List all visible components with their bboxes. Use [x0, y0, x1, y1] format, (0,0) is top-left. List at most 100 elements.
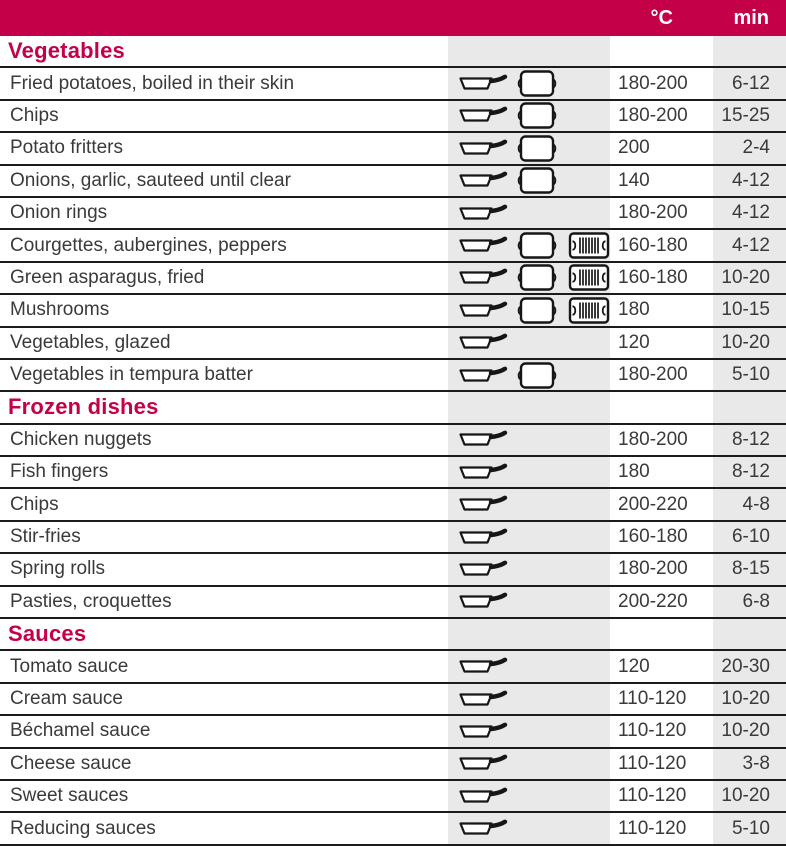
pan-icon	[458, 333, 508, 352]
cookware-icons	[448, 68, 610, 98]
dish-icon	[515, 102, 559, 130]
pan-icon	[458, 171, 508, 190]
time-value: 10-20	[721, 331, 770, 353]
time-value: 10-20	[721, 266, 770, 288]
time-value: 2-4	[742, 137, 770, 159]
table-row: Reducing sauces 110-120 5-10	[0, 813, 786, 846]
temperature-value: 180-200	[618, 72, 688, 94]
table-row: Onion rings 180-200 4-12	[0, 198, 786, 231]
temperature-value: 200-220	[618, 493, 688, 515]
dish-name: Tomato sauce	[10, 655, 129, 677]
temperature-value: 110-120	[618, 752, 687, 774]
pan-icon	[458, 268, 508, 287]
dish-name: Chicken nuggets	[10, 428, 152, 450]
cookware-icons	[448, 813, 610, 843]
table-row: Fish fingers 180 8-12	[0, 457, 786, 490]
table-row: Chicken nuggets 180-200 8-12	[0, 425, 786, 458]
temperature-value: 110-120	[618, 817, 687, 839]
dish-icon	[515, 135, 559, 162]
temperature-value: 180-200	[618, 428, 688, 450]
pan-icon	[458, 74, 508, 93]
grill-icon	[566, 297, 612, 324]
cookware-icons	[448, 230, 610, 260]
cookware-icons	[448, 684, 610, 714]
pan-icon	[458, 787, 508, 806]
table-row: Cheese sauce 110-120 3-8	[0, 749, 786, 781]
temperature-value: 110-120	[618, 688, 687, 709]
section-title: Frozen dishes	[8, 394, 159, 420]
temperature-value: 160-180	[618, 526, 688, 548]
temperature-value: 180-200	[618, 558, 688, 580]
cookware-icons	[448, 295, 610, 325]
dish-icon	[515, 232, 559, 259]
pan-icon	[458, 495, 508, 514]
time-value: 4-12	[731, 169, 770, 191]
time-value: 10-20	[721, 688, 770, 709]
cookware-icons	[448, 651, 610, 681]
temperature-value: 110-120	[618, 785, 687, 807]
dish-name: Cream sauce	[10, 688, 123, 709]
cookware-icons	[448, 749, 610, 779]
time-value: 4-12	[731, 234, 770, 256]
temperature-value: 160-180	[618, 234, 688, 256]
cookware-icons	[448, 263, 610, 293]
table-row: Green asparagus, fried	[0, 263, 786, 296]
time-value: 4-8	[742, 493, 770, 515]
dish-name: Mushrooms	[10, 299, 110, 321]
dish-icon	[515, 297, 559, 324]
dish-icon	[515, 361, 559, 389]
table-row: Béchamel sauce 110-120 10-20	[0, 716, 786, 749]
pan-icon	[458, 106, 508, 125]
table-row: Courgettes, aubergines, peppers	[0, 230, 786, 263]
section-header-row: Frozen dishes	[0, 392, 786, 425]
cookware-icons	[448, 360, 610, 390]
time-value: 15-25	[721, 104, 770, 126]
dish-name: Sweet sauces	[10, 785, 129, 807]
cookware-icons	[448, 457, 610, 487]
section-header-row: Vegetables	[0, 36, 786, 69]
table-row: Chips 180-200 15-25	[0, 101, 786, 134]
temperature-value: 200-220	[618, 590, 688, 612]
dish-name: Spring rolls	[10, 558, 106, 580]
pan-icon	[458, 754, 508, 773]
table-row: Mushrooms	[0, 295, 786, 328]
cookware-icons	[448, 554, 610, 584]
dish-icon	[515, 70, 559, 97]
pan-icon	[458, 301, 508, 320]
time-value: 3-8	[742, 752, 770, 774]
pan-icon	[458, 560, 508, 579]
table-row: Fried potatoes, boiled in their skin 180…	[0, 68, 786, 101]
table-row: Chips 200-220 4-8	[0, 489, 786, 522]
temperature-value: 180	[618, 461, 650, 483]
table-row: Vegetables in tempura batter 180-200 5-1…	[0, 360, 786, 393]
dish-name: Fried potatoes, boiled in their skin	[10, 72, 295, 94]
pan-icon	[458, 657, 508, 676]
pan-icon	[458, 690, 508, 709]
dish-name: Green asparagus, fried	[10, 266, 205, 288]
cookware-icons	[448, 198, 610, 228]
section-header-row: Sauces	[0, 619, 786, 652]
pan-icon	[458, 204, 508, 223]
time-value: 5-10	[731, 364, 770, 386]
pan-icon	[458, 236, 508, 255]
dish-name: Onion rings	[10, 202, 108, 224]
cookware-icons	[448, 781, 610, 811]
dish-name: Fish fingers	[10, 461, 109, 483]
pan-icon	[458, 528, 508, 547]
dish-name: Courgettes, aubergines, peppers	[10, 234, 287, 256]
time-value: 10-20	[721, 785, 770, 807]
time-value: 20-30	[721, 655, 770, 677]
dish-name: Pasties, croquettes	[10, 590, 172, 612]
table-row: Cream sauce 110-120 10-20	[0, 684, 786, 717]
cookware-icons	[448, 489, 610, 519]
cookware-icons	[448, 166, 610, 196]
temperature-value: 180-200	[618, 202, 688, 224]
table-row: Stir-fries 160-180 6-10	[0, 522, 786, 555]
time-value: 5-10	[731, 817, 770, 839]
dish-name: Stir-fries	[10, 526, 81, 548]
temperature-column-header: °C	[650, 6, 673, 29]
table-row: Tomato sauce 120 20-30	[0, 651, 786, 684]
dish-name: Béchamel sauce	[10, 720, 151, 742]
pan-icon	[458, 722, 508, 741]
